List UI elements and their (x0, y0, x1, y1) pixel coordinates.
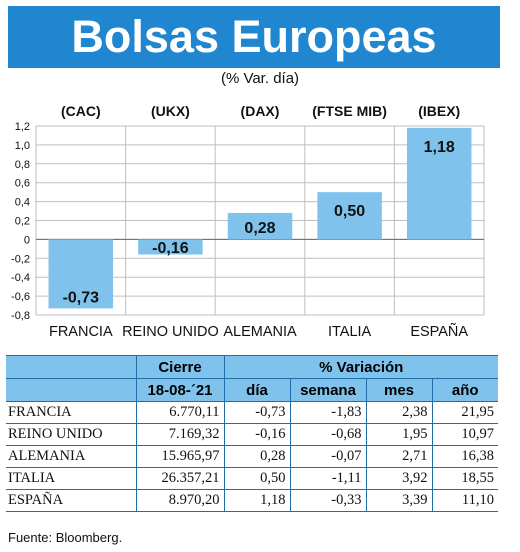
y-tick-label: -0,4 (11, 272, 30, 284)
y-tick-label: -0,8 (11, 310, 30, 322)
cell-ano: 11,10 (431, 489, 498, 512)
category-label: ESPAÑA (410, 323, 468, 340)
table-row: ALEMANIA 15.965,97 0,28 -0,07 2,71 16,38 (6, 445, 498, 468)
value-label: -0,73 (63, 289, 100, 306)
category-labels: FRANCIA REINO UNIDO ALEMANIA ITALIA ESPAÑA (49, 323, 468, 340)
bar-chart: 1,2 1,0 0,8 0,6 0,4 0,2 0 -0,2 -0,4 -0,6 -0,8 -0,7… (11, 103, 485, 340)
cell-mes: 2,71 (365, 445, 432, 468)
cell-ano: 21,95 (431, 401, 498, 424)
y-tick-label: -0,2 (11, 253, 30, 265)
cell-mes: 3,39 (365, 489, 432, 512)
page-title: Bolsas Europeas (71, 11, 437, 62)
index-label: (FTSE MIB) (312, 103, 387, 119)
value-labels: -0,73 -0,16 0,28 0,50 1,18 (63, 139, 455, 306)
cell-dia: 1,18 (223, 489, 290, 512)
index-label: (CAC) (61, 103, 101, 119)
cell-cierre: 6.770,11 (135, 401, 224, 424)
header-mes: mes (365, 378, 432, 402)
header-date: 18-08-´21 (135, 378, 224, 402)
cell-cierre: 26.357,21 (135, 467, 224, 490)
cell-semana: -0,33 (289, 489, 366, 512)
cell-ano: 16,38 (431, 445, 498, 468)
y-tick-label: 0 (24, 234, 30, 246)
category-label: FRANCIA (49, 324, 113, 340)
y-tick-label: 0,4 (15, 197, 30, 209)
cell-name: ALEMANIA (6, 445, 136, 468)
header-blank-2 (6, 378, 136, 402)
header-blank (6, 355, 136, 379)
bar-reino-unido (138, 239, 203, 255)
header-variacion: % Variación (223, 355, 498, 379)
quotes-table: Cierre % Variación 18-08-´21 día semana … (6, 355, 498, 512)
index-label: (IBEX) (418, 103, 460, 119)
cell-mes: 3,92 (365, 467, 432, 490)
header-ano: año (431, 378, 498, 402)
cell-semana: -0,68 (289, 423, 366, 446)
cell-cierre: 15.965,97 (135, 445, 224, 468)
y-tick-label: 0,2 (15, 216, 30, 228)
cell-mes: 1,95 (365, 423, 432, 446)
table-row: ESPAÑA 8.970,20 1,18 -0,33 3,39 11,10 (6, 489, 498, 512)
y-tick-label: -0,6 (11, 291, 30, 303)
cell-dia: 0,50 (223, 467, 290, 490)
y-tick-label: 0,8 (15, 159, 30, 171)
cell-semana: -0,07 (289, 445, 366, 468)
value-label: 0,28 (244, 220, 275, 237)
y-tick-label: 0,6 (15, 178, 30, 190)
table-row: REINO UNIDO 7.169,32 -0,16 -0,68 1,95 10,97 (6, 423, 498, 446)
category-label: REINO UNIDO (122, 324, 219, 340)
value-label: -0,16 (152, 240, 189, 257)
table-body: FRANCIA 6.770,11 -0,73 -1,83 2,38 21,95 REINO … (6, 401, 498, 512)
y-axis-ticks: 1,2 1,0 0,8 0,6 0,4 0,2 0 -0,2 -0,4 -0,6 -0,8 (11, 121, 30, 322)
cell-dia: -0,16 (223, 423, 290, 446)
chart-bars (48, 127, 472, 309)
category-label: ITALIA (328, 324, 372, 340)
category-label: ALEMANIA (223, 324, 297, 340)
cell-name: REINO UNIDO (6, 423, 136, 446)
cell-ano: 10,97 (431, 423, 498, 446)
header-cierre: Cierre (135, 355, 224, 379)
y-tick-label: 1,2 (15, 121, 30, 133)
cell-semana: -1,11 (289, 467, 366, 490)
cell-semana: -1,83 (289, 401, 366, 424)
table-row: ITALIA 26.357,21 0,50 -1,11 3,92 18,55 (6, 467, 498, 490)
cell-cierre: 8.970,20 (135, 489, 224, 512)
y-tick-label: 1,0 (15, 140, 30, 152)
value-label: 1,18 (424, 139, 455, 156)
cell-mes: 2,38 (365, 401, 432, 424)
index-label: (DAX) (241, 103, 280, 119)
source-note: Fuente: Bloomberg. (8, 530, 123, 545)
cell-name: ESPAÑA (6, 489, 136, 512)
cell-dia: 0,28 (223, 445, 290, 468)
cell-ano: 18,55 (431, 467, 498, 490)
bar-españa (406, 127, 472, 240)
bar-italia (317, 192, 382, 240)
chart-subtitle: (% Var. día) (220, 70, 300, 87)
cell-cierre: 7.169,32 (135, 423, 224, 446)
index-labels: (CAC) (UKX) (DAX) (FTSE MIB) (IBEX) (61, 103, 460, 119)
title-banner: Bolsas Europeas (8, 6, 500, 68)
cell-dia: -0,73 (223, 401, 290, 424)
table-row: FRANCIA 6.770,11 -0,73 -1,83 2,38 21,95 (6, 401, 498, 424)
cell-name: FRANCIA (6, 401, 136, 424)
header-semana: semana (289, 378, 366, 402)
value-label: 0,50 (334, 203, 365, 220)
index-label: (UKX) (151, 103, 190, 119)
quotes-table-wrap: Cierre % Variación 18-08-´21 día semana … (6, 355, 498, 512)
bar-alemania (227, 212, 293, 240)
header-dia: día (223, 378, 290, 402)
cell-name: ITALIA (6, 467, 136, 490)
bar-francia (48, 239, 114, 309)
